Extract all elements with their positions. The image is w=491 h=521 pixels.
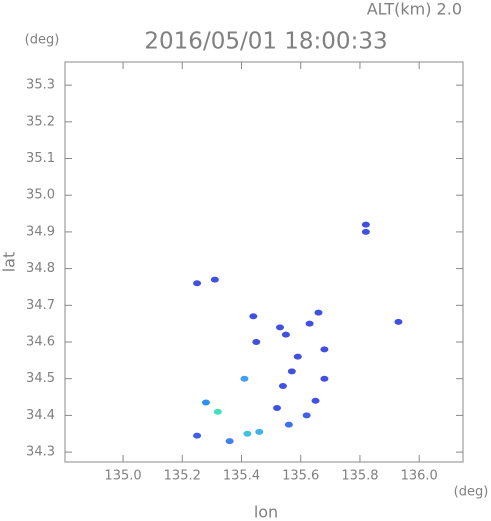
echo-cell <box>275 324 284 331</box>
y-tick-label: 34.3 <box>26 445 55 460</box>
echo-cell <box>193 280 202 287</box>
echo-cell <box>240 375 249 382</box>
x-tick-label: 135.8 <box>341 469 378 484</box>
echo-cell <box>311 397 320 404</box>
echo-cell <box>361 221 370 228</box>
y-tick-label: 34.9 <box>26 224 55 239</box>
echo-cell <box>278 383 287 390</box>
y-tick-label: 34.8 <box>26 261 55 276</box>
x-tick-label: 135.6 <box>282 469 319 484</box>
echo-cell <box>193 432 202 439</box>
y-tick-label: 35.1 <box>26 151 55 166</box>
echo-cell <box>255 428 264 435</box>
y-tick-label: 35.3 <box>26 78 55 93</box>
echo-cell <box>284 421 293 428</box>
y-tick-label: 35.2 <box>26 114 55 129</box>
echo-cell <box>302 412 311 419</box>
echo-cell <box>213 408 222 415</box>
echo-cell <box>361 228 370 235</box>
echo-cell <box>243 430 252 437</box>
echo-cell <box>249 313 258 320</box>
echo-cell <box>293 353 302 360</box>
x-axis-label: lon <box>254 503 278 521</box>
echo-cell <box>201 399 210 406</box>
y-unit: (deg) <box>25 33 60 48</box>
echo-cell <box>314 309 323 316</box>
chart-title: 2016/05/01 18:00:33 <box>144 29 387 55</box>
y-axis-label: lat <box>0 252 19 273</box>
x-tick-label: 135.4 <box>223 469 260 484</box>
echo-cell <box>320 375 329 382</box>
x-tick-label: 136.0 <box>401 469 438 484</box>
x-tick-label: 135.0 <box>104 469 141 484</box>
plot-frame <box>64 61 464 463</box>
altitude-label: ALT(km) 2.0 <box>367 0 462 19</box>
echo-cell <box>281 331 290 338</box>
y-tick-label: 34.6 <box>26 335 55 350</box>
y-tick-label: 35.0 <box>26 188 55 203</box>
y-tick-label: 34.4 <box>26 408 55 423</box>
echo-cell <box>287 368 296 375</box>
echo-cell <box>273 405 282 412</box>
echo-cell <box>394 318 403 325</box>
x-unit: (deg) <box>454 485 489 500</box>
x-tick-label: 135.2 <box>164 469 201 484</box>
echo-cell <box>252 339 261 345</box>
echo-cell <box>225 438 234 445</box>
y-tick-label: 34.5 <box>26 371 55 386</box>
echo-cell <box>320 346 329 353</box>
echo-cell <box>305 320 314 327</box>
y-tick-label: 34.7 <box>26 298 55 313</box>
echo-cell <box>210 276 219 283</box>
